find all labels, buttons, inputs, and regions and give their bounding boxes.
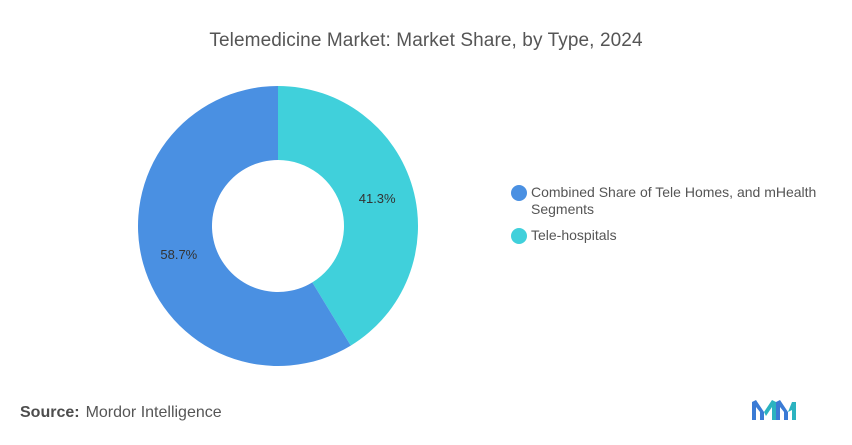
legend-swatch-combined (511, 185, 527, 201)
chart-title: Telemedicine Market: Market Share, by Ty… (209, 30, 643, 51)
donut-slice-1 (138, 86, 351, 367)
donut-slices (138, 86, 419, 367)
donut-data-labels: 41.3% 58.7% (160, 191, 396, 262)
legend-label-tele-hospitals: Tele-hospitals (531, 227, 617, 243)
donut-data-label-0: 41.3% (359, 191, 396, 206)
legend-item-combined: Combined Share of Tele Homes, and mHealt… (511, 184, 841, 218)
legend-label-combined: Combined Share of Tele Homes, and mHealt… (531, 184, 817, 217)
source-note: Source: Mordor Intelligence (20, 404, 222, 422)
mordor-intelligence-logo-icon (752, 400, 796, 420)
donut-slice-0 (278, 86, 419, 346)
source-key: Source: (20, 404, 80, 421)
legend-swatch-tele-hospitals (511, 228, 527, 244)
legend-item-tele-hospitals: Tele-hospitals (511, 227, 841, 244)
chart-legend: Combined Share of Tele Homes, and mHealt… (511, 184, 841, 253)
source-value: Mordor Intelligence (85, 404, 222, 421)
donut-data-label-1: 58.7% (160, 247, 197, 262)
